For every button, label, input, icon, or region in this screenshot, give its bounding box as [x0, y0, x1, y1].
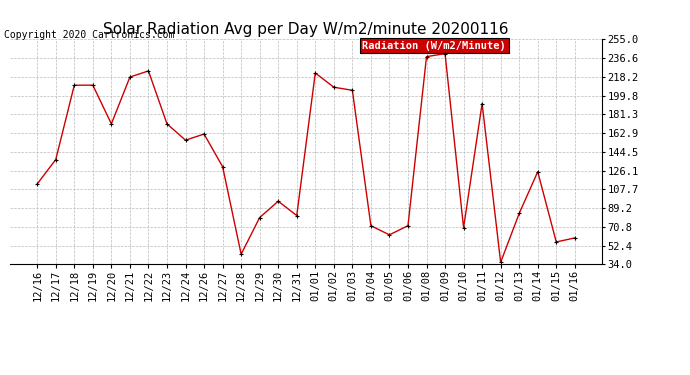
- Point: [217, 164, 228, 170]
- Point: [458, 225, 469, 231]
- Point: [328, 84, 339, 90]
- Point: [513, 210, 524, 216]
- Point: [366, 223, 377, 229]
- Point: [106, 121, 117, 127]
- Point: [477, 100, 488, 106]
- Point: [569, 235, 580, 241]
- Point: [384, 232, 395, 238]
- Point: [532, 169, 543, 175]
- Point: [124, 74, 135, 80]
- Point: [421, 54, 432, 60]
- Point: [310, 70, 321, 76]
- Point: [143, 68, 154, 74]
- Point: [495, 260, 506, 266]
- Point: [551, 239, 562, 245]
- Text: Radiation (W/m2/Minute): Radiation (W/m2/Minute): [362, 40, 506, 51]
- Point: [347, 87, 358, 93]
- Point: [291, 213, 302, 219]
- Point: [254, 214, 265, 220]
- Point: [69, 82, 80, 88]
- Point: [161, 121, 172, 127]
- Point: [199, 131, 210, 137]
- Text: Copyright 2020 Cartronics.com: Copyright 2020 Cartronics.com: [4, 30, 175, 40]
- Point: [180, 137, 191, 143]
- Title: Solar Radiation Avg per Day W/m2/minute 20200116: Solar Radiation Avg per Day W/m2/minute …: [104, 22, 509, 37]
- Point: [235, 251, 246, 257]
- Point: [50, 156, 61, 162]
- Point: [88, 82, 99, 88]
- Point: [273, 198, 284, 204]
- Point: [32, 181, 43, 187]
- Point: [402, 223, 413, 229]
- Point: [440, 51, 451, 57]
